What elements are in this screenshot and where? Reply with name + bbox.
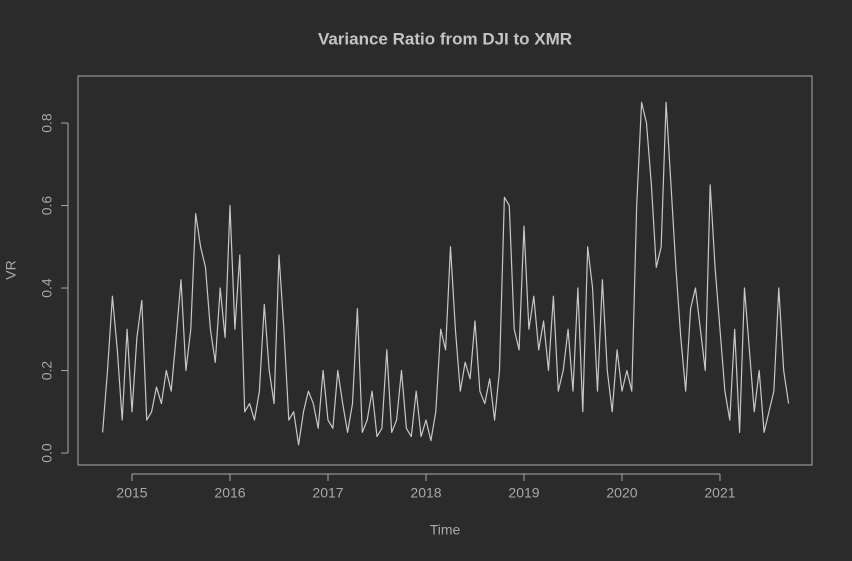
x-tick-label: 2018: [410, 485, 441, 501]
x-tick-label: 2021: [704, 485, 735, 501]
y-tick-label: 0.6: [39, 196, 55, 216]
y-axis-label: VR: [3, 260, 19, 279]
y-tick-label: 0.2: [39, 361, 55, 381]
y-tick-label: 0.0: [39, 443, 55, 463]
x-axis-label: Time: [430, 522, 461, 538]
x-tick-label: 2019: [508, 485, 539, 501]
chart-title: Variance Ratio from DJI to XMR: [318, 29, 572, 48]
x-tick-label: 2016: [214, 485, 245, 501]
x-tick-label: 2017: [312, 485, 343, 501]
y-tick-label: 0.8: [39, 113, 55, 133]
x-tick-label: 2015: [116, 485, 147, 501]
plot-box: [77, 75, 813, 466]
y-tick-label: 0.4: [39, 278, 55, 298]
x-tick-label: 2020: [606, 485, 637, 501]
data-line: [102, 101, 790, 446]
